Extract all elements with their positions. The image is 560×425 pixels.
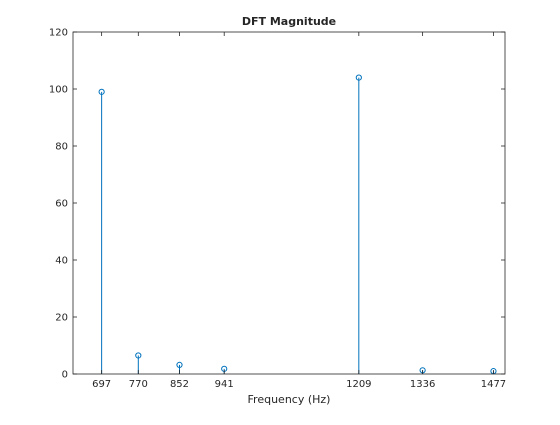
y-tick-label: 20 [55,313,68,324]
ticks-layer: 697 770 852 941 1209 1336 1477 0 20 40 60 80 100 120 [49,28,506,391]
stem-marker [135,352,142,359]
x-tick-label: 1336 [410,379,435,390]
y-tick-label: 100 [49,85,68,96]
y-tick-label: 0 [62,370,68,381]
stem-marker [355,74,362,81]
stem-697 [98,88,105,374]
y-tick-label: 80 [55,142,68,153]
stem-1209 [355,74,362,374]
chart-title: DFT Magnitude [242,15,336,28]
axes-box [72,31,506,375]
y-tick-label: 120 [49,28,68,39]
x-axis-label: Frequency (Hz) [248,393,331,406]
x-tick-label: 941 [215,379,234,390]
x-tick-label: 852 [170,379,189,390]
plot-area [73,32,505,374]
stem-marker [98,88,105,95]
x-tick-label: 770 [129,379,148,390]
y-tick-label: 60 [55,199,68,210]
x-tick-label: 1209 [346,379,371,390]
x-tick-label: 1477 [481,379,506,390]
x-tick-label: 697 [92,379,111,390]
y-tick-label: 40 [55,256,68,267]
stem-marker [176,361,183,368]
